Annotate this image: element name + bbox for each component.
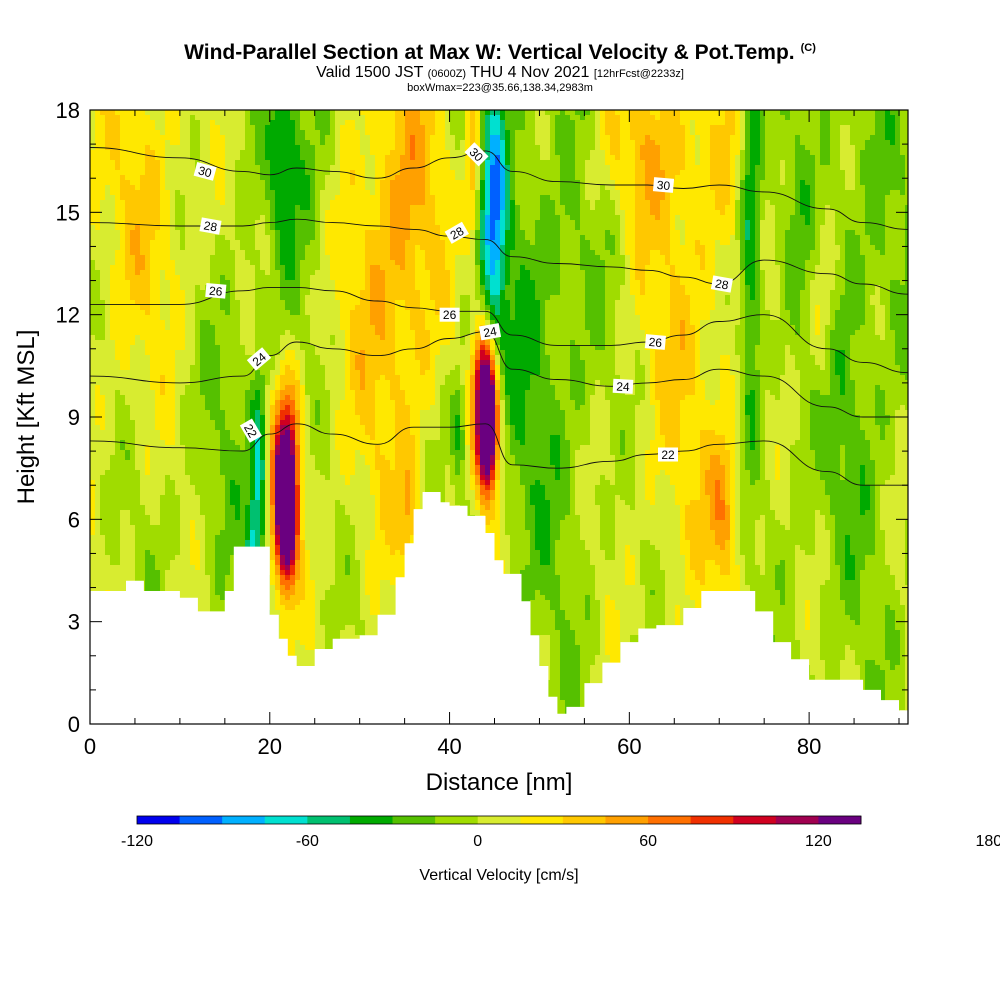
copyright-mark: (C) [801,42,816,54]
forecast-info: [12hrFcst@2233z] [594,68,684,80]
contour-label: 22 [658,447,678,462]
x-tick-label: 60 [617,734,641,759]
chart-title-text: Wind-Parallel Section at Max W: Vertical… [184,41,795,64]
y-tick-label: 9 [68,405,80,430]
contour-label-text: 26 [443,308,457,322]
contour-label: 22 [239,418,262,443]
colorbar-swatch [392,816,436,824]
y-tick-label: 0 [68,712,80,737]
contour-label-text: 22 [661,448,675,462]
colorbar-label: -120 [121,833,153,850]
colorbar-swatch [264,816,308,824]
colorbar-swatch [137,816,180,824]
terrain-fill [90,492,908,724]
theta-contour-22 [90,423,908,486]
colorbar-swatch [562,816,606,824]
x-tick-label: 0 [84,734,96,759]
contour-labels: 30 28 26 24 22 30 28 26 24 30 28 26 24 22 [193,142,733,462]
colorbar-label: 60 [639,833,657,850]
x-axis: 0 20 40 60 80 [84,110,900,759]
y-tick-label: 3 [68,610,80,635]
y-tick-label: 6 [68,507,80,532]
contour-label: 30 [652,177,675,193]
contour-label-text: 22 [241,422,260,441]
contour-label: 28 [710,275,733,293]
contour-label: 26 [644,334,666,350]
colorbar-frame [136,815,862,825]
colorbar: -120 -60 0 60 120 180 [121,815,1000,850]
y-axis: 0 3 6 9 12 15 18 [56,98,908,737]
contour-label-text: 24 [616,379,630,394]
contour-label: 26 [439,307,460,322]
contour-label-text: 30 [656,178,671,193]
theta-contour-24 [90,331,908,418]
contour-label: 24 [478,323,502,341]
chart-subtitle: Valid 1500 JST (0600Z) THU 4 Nov 2021 [1… [0,65,1000,82]
theta-contour-30 [90,147,908,230]
x-axis-title: Distance [nm] [426,769,573,796]
valid-utc: (0600Z) [428,68,467,80]
colorbar-label: 0 [473,833,482,850]
box-wmax-info: boxWmax=223@35.66,138.34,2983m [0,82,1000,94]
contour-label-text: 26 [648,335,663,350]
y-axis-title: Height [Kft MSL] [13,330,40,505]
theta-contour-28 [90,218,908,295]
x-tick-label: 80 [797,734,821,759]
y-tick-label: 18 [56,98,80,123]
colorbar-swatch [179,816,223,824]
chart-title: Wind-Parallel Section at Max W: Vertical… [0,36,1000,65]
x-tick-label: 20 [258,734,282,759]
contour-label-text: 24 [482,324,498,340]
colorbar-label: 180 [975,833,1000,850]
title-block: Wind-Parallel Section at Max W: Vertical… [0,36,1000,94]
colorbar-swatch [818,816,862,824]
colorbar-label: -60 [296,833,319,850]
valid-date: THU 4 Nov 2021 [470,64,589,81]
colorbar-title: Vertical Velocity [cm/s] [419,867,578,884]
contour-label: 24 [612,378,634,394]
colorbar-swatch [520,816,564,824]
contour-label-text: 28 [203,218,219,234]
colorbar-swatch [733,816,777,824]
colorbar-label: 120 [805,833,832,850]
y-tick-label: 12 [56,303,80,328]
contour-label: 28 [199,217,222,235]
contour-label: 24 [246,347,272,371]
terrain-mask [90,492,908,724]
colorbar-swatch [349,816,393,824]
theta-contours [90,147,908,486]
contour-label: 30 [193,162,217,181]
colorbar-swatch [605,816,649,824]
colorbar-swatch [775,816,819,824]
contour-label: 26 [205,282,227,299]
colorbar-swatch [690,816,734,824]
contour-label: 30 [464,142,489,167]
x-tick-label: 40 [437,734,461,759]
contour-label-text: 28 [714,276,730,292]
contour-label-text: 30 [197,163,214,180]
colorbar-swatch [307,816,351,824]
colorbar-swatch [648,816,692,824]
theta-contour-26 [90,286,908,374]
colorbar-swatch [435,816,479,824]
contour-label: 28 [444,221,469,244]
valid-time: Valid 1500 JST [316,64,423,81]
contour-label-text: 26 [208,284,223,299]
y-tick-label: 15 [56,200,80,225]
contour-label-text: 28 [448,224,467,243]
colorbar-swatch [477,816,521,824]
colorbar-swatch [222,816,266,824]
